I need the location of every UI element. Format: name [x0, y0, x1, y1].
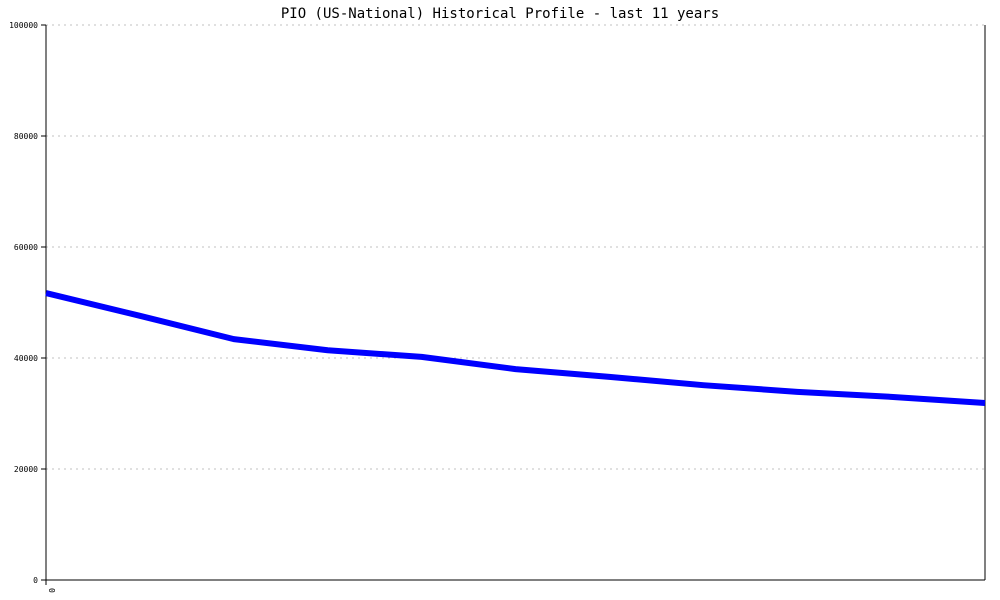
y-tick-label: 0 — [33, 576, 38, 585]
y-tick-label: 100000 — [9, 21, 38, 30]
y-tick-label: 20000 — [14, 465, 38, 474]
x-tick-label: 0 — [47, 588, 56, 593]
chart-title: PIO (US-National) Historical Profile - l… — [281, 6, 719, 22]
y-tick-label: 80000 — [14, 132, 38, 141]
y-tick-label: 40000 — [14, 354, 38, 363]
y-tick-label: 60000 — [14, 243, 38, 252]
series-line — [45, 290, 986, 406]
